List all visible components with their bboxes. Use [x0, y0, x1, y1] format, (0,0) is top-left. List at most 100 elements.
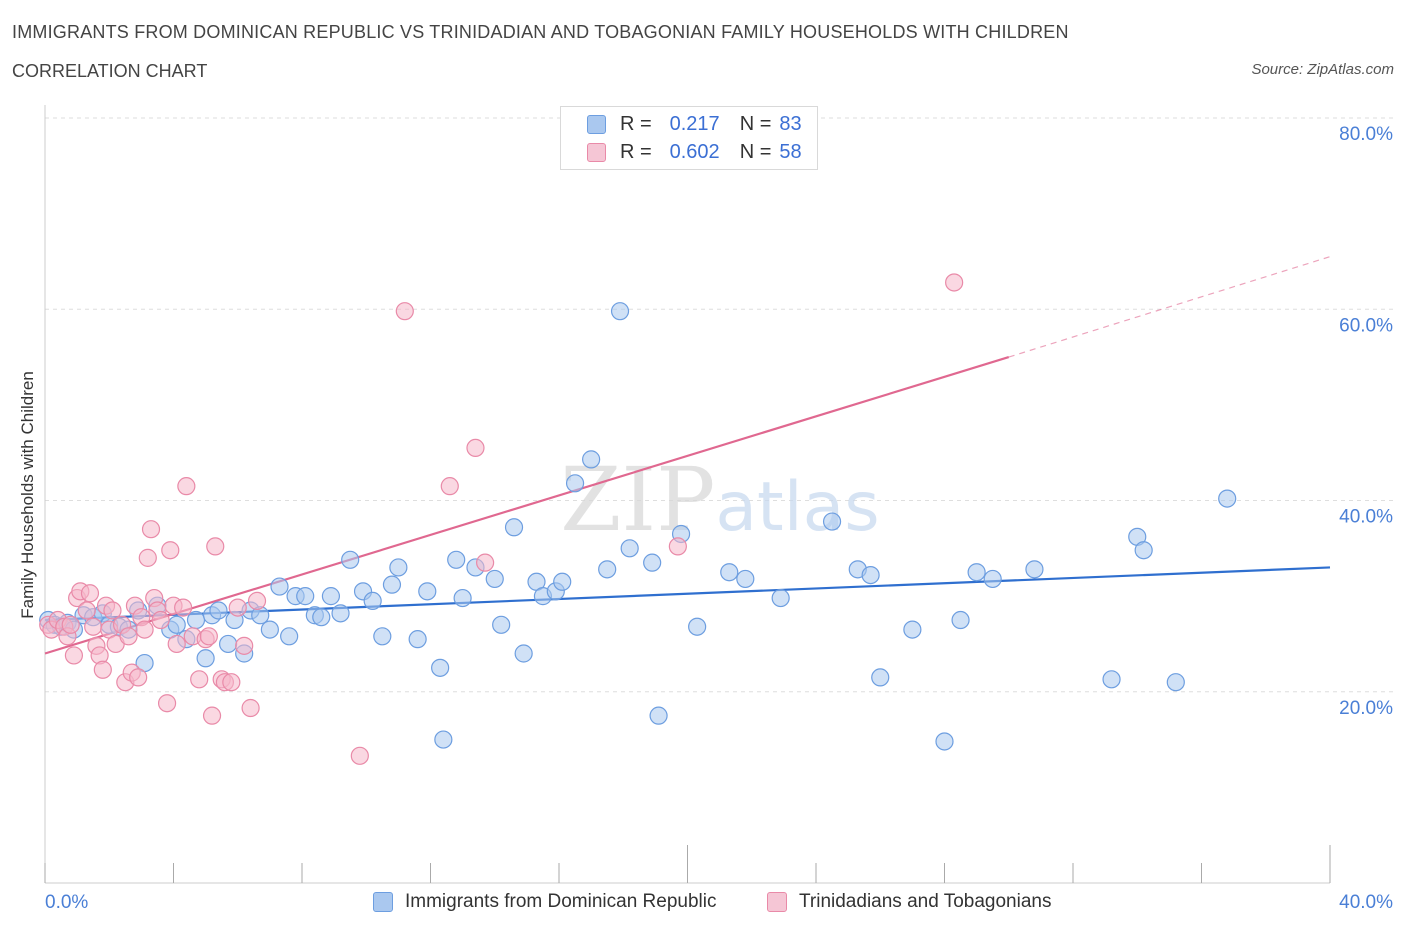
point-pink	[138, 548, 157, 567]
point-blue	[270, 577, 289, 596]
point-blue	[312, 608, 331, 627]
legend-r-value: 0.217	[669, 112, 720, 135]
point-blue	[967, 563, 986, 582]
trendline-pink	[44, 356, 1010, 655]
point-blue	[1025, 560, 1044, 579]
data-points	[39, 273, 1237, 765]
point-blue	[373, 627, 392, 646]
point-blue	[598, 560, 617, 579]
point-blue	[447, 550, 466, 569]
point-pink	[174, 598, 193, 617]
point-blue	[186, 610, 206, 630]
point-pink	[228, 598, 247, 617]
point-blue	[196, 649, 215, 668]
legend-swatch-blue	[373, 892, 393, 912]
point-blue	[871, 668, 890, 687]
point-blue	[418, 582, 437, 601]
legend-r-label: R =	[620, 112, 652, 135]
legend-r-value: 0.602	[669, 140, 720, 163]
y-tick-label: 60.0%	[1339, 315, 1393, 336]
point-blue	[822, 512, 842, 531]
point-blue	[610, 302, 630, 321]
point-blue	[720, 563, 739, 582]
point-pink	[395, 302, 414, 321]
point-pink	[93, 660, 112, 679]
point-blue	[321, 587, 341, 606]
trendlines	[44, 256, 1331, 655]
point-pink	[135, 620, 154, 639]
point-blue	[485, 569, 504, 589]
point-pink	[350, 746, 369, 765]
point-blue	[1218, 489, 1237, 508]
point-blue	[553, 572, 572, 591]
point-blue	[209, 601, 228, 620]
point-blue	[903, 620, 922, 639]
point-blue	[771, 588, 790, 608]
point-pink	[64, 646, 84, 665]
point-pink	[167, 634, 186, 654]
point-blue	[434, 730, 453, 749]
point-blue	[341, 550, 360, 569]
point-blue	[983, 569, 1002, 589]
tick-labels: 20.0% 40.0% 60.0% 80.0% 0.0% 40.0%	[45, 124, 1393, 913]
point-pink	[80, 584, 100, 603]
point-pink	[945, 273, 964, 292]
point-blue	[492, 615, 511, 634]
x-tick-label: 40.0%	[1339, 892, 1393, 913]
point-pink	[151, 610, 170, 630]
point-pink	[141, 520, 161, 539]
x-tick-label: 0.0%	[45, 892, 88, 913]
legend-n-value: 58	[779, 140, 802, 163]
point-blue	[382, 575, 402, 594]
legend-n-label: N =	[739, 112, 772, 135]
point-blue	[167, 615, 186, 634]
correlation-legend: R = 0.217 N = 83 R = 0.602 N = 58	[560, 106, 818, 170]
point-pink	[129, 668, 148, 687]
axes	[44, 105, 1331, 884]
legend-label-trinidadian: Trinidadians and Tobagonians	[799, 891, 1052, 912]
point-pink	[241, 698, 260, 718]
point-blue	[280, 627, 299, 646]
point-pink	[119, 627, 138, 646]
point-blue	[935, 732, 954, 751]
legend-swatch-pink	[767, 892, 787, 912]
legend-label-dominican: Immigrants from Dominican Republic	[405, 891, 717, 912]
legend-swatch-blue	[587, 114, 606, 134]
legend-n-label: N =	[739, 140, 772, 163]
point-blue	[431, 658, 450, 677]
y-axis-label: Family Households with Children	[18, 371, 37, 619]
point-blue	[620, 539, 639, 558]
point-blue	[408, 630, 427, 649]
point-blue	[861, 565, 880, 585]
source-label: Source: ZipAtlas.com	[1251, 61, 1394, 78]
point-pink	[161, 541, 180, 560]
point-blue	[1166, 673, 1185, 692]
y-tick-label: 20.0%	[1339, 698, 1393, 719]
point-pink	[476, 553, 495, 572]
legend-swatch-pink	[587, 142, 606, 162]
point-pink	[77, 601, 96, 620]
point-pink	[199, 627, 218, 646]
point-pink	[235, 636, 254, 655]
point-blue	[389, 558, 408, 577]
point-pink	[440, 477, 459, 496]
point-pink	[157, 694, 177, 713]
legend-row-pink: R = 0.602 N = 58	[587, 140, 802, 164]
watermark: ZIPatlas	[560, 448, 879, 551]
point-pink	[222, 673, 241, 692]
point-pink	[247, 591, 267, 611]
legend-n-value: 83	[779, 112, 802, 135]
point-blue	[1134, 541, 1153, 560]
point-blue	[331, 604, 350, 623]
chart-title: IMMIGRANTS FROM DOMINICAN REPUBLIC VS TR…	[12, 22, 1069, 42]
legend-row-blue: R = 0.217 N = 83	[587, 112, 802, 136]
point-blue	[260, 620, 279, 639]
point-blue	[363, 591, 382, 611]
point-blue	[565, 474, 585, 493]
chart-subtitle: CORRELATION CHART	[12, 61, 208, 81]
point-blue	[514, 644, 533, 663]
legend-item-dominican: Immigrants from Dominican Republic	[373, 889, 717, 915]
point-pink	[202, 706, 222, 725]
point-pink	[466, 438, 485, 458]
